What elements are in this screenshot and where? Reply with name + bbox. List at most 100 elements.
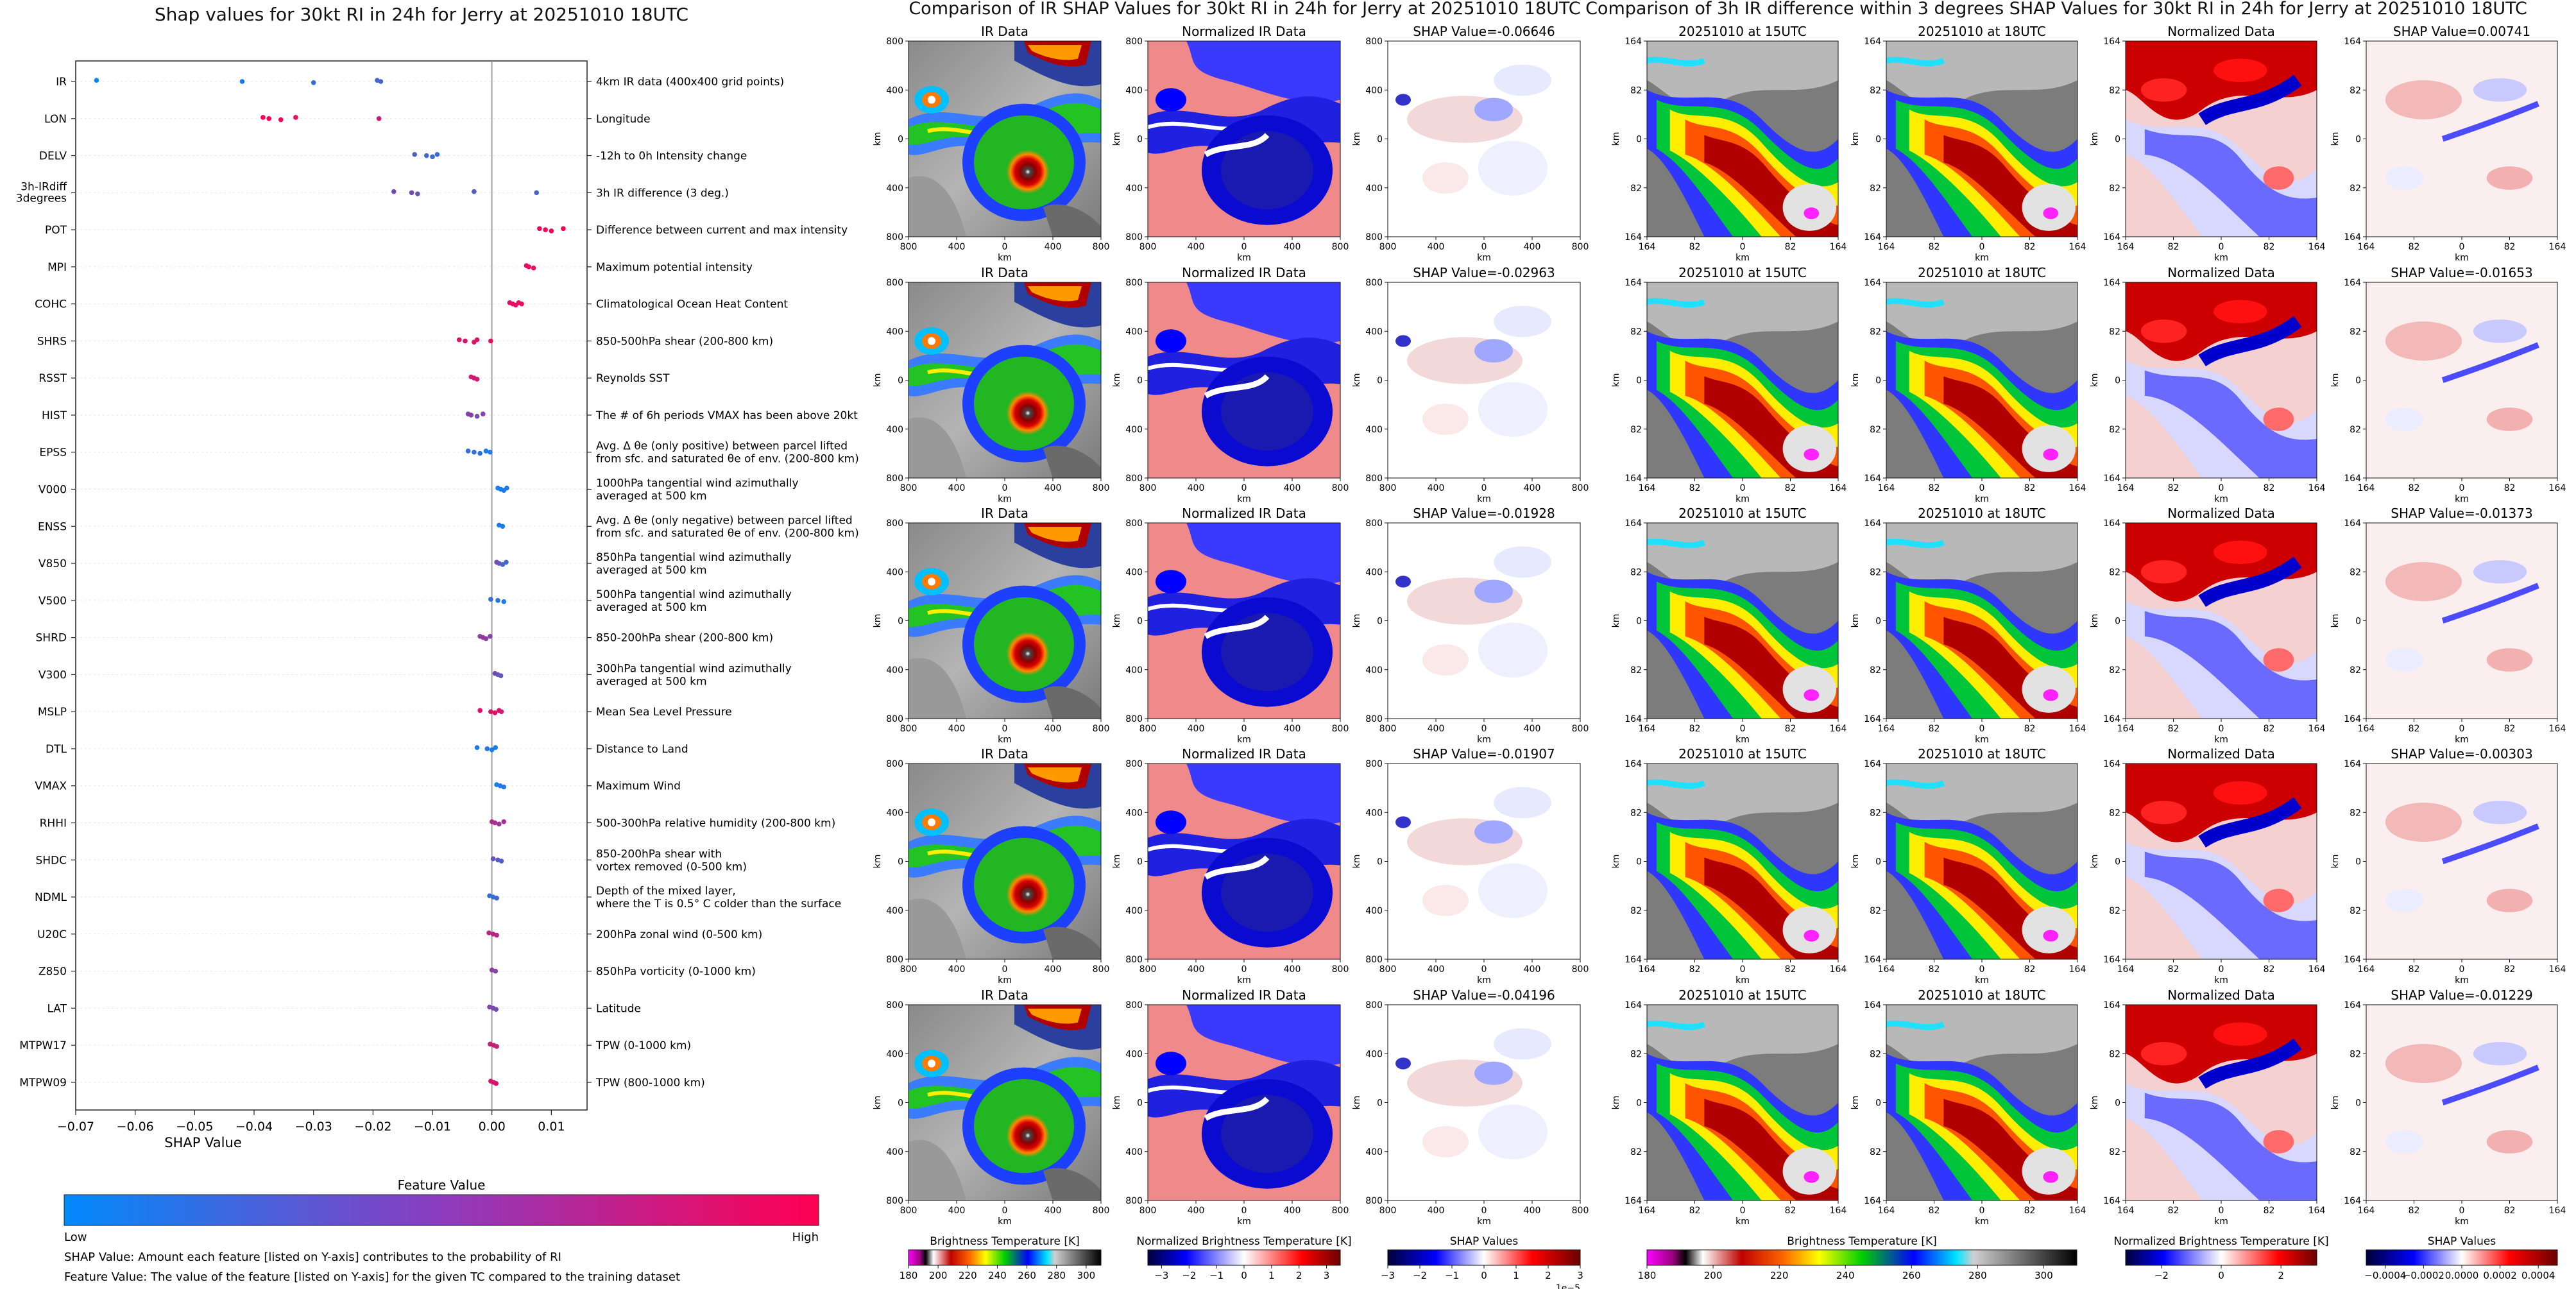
- shap-point: [465, 448, 471, 454]
- colorbar-tick-label: −2: [1182, 1270, 1196, 1281]
- panel-title: 20251010 at 15UTC: [1678, 987, 1807, 1003]
- footnote-feature-value: Feature Value: The value of the feature …: [64, 1270, 680, 1284]
- y-tick-label: 800: [1365, 232, 1383, 243]
- shap-point: [531, 265, 536, 271]
- shap-point: [499, 709, 504, 714]
- colorbar-tick-label: 0: [1481, 1270, 1487, 1281]
- y-tick-label: 0: [2355, 135, 2361, 145]
- x-tick-label: 82: [2168, 964, 2179, 975]
- feature-description: 500-300hPa relative humidity (200-800 km…: [596, 817, 835, 830]
- panel-title: Normalized Data: [2167, 746, 2275, 762]
- ir-shap-panel: SHAP Value=-0.06646 800 400 0 400 800 km 800 400…: [1352, 24, 1589, 263]
- y-tick-label: 164: [2103, 278, 2120, 288]
- y-tick-label: 800: [1125, 518, 1143, 529]
- shap-point: [486, 930, 491, 935]
- x-tick-label: 400: [1428, 242, 1445, 252]
- feature-description: Latitude: [596, 1002, 641, 1015]
- y-tick-label: 164: [1864, 518, 1881, 529]
- x-tick-label: 400: [948, 964, 966, 975]
- shap-point: [488, 709, 493, 714]
- x-tick-label: 0: [2459, 483, 2465, 493]
- x-tick-label: 82: [2264, 242, 2275, 252]
- normalized-ir-panel: Normalized IR Data 800 400 0 400 800 km 800 400 0…: [1112, 506, 1349, 745]
- y-tick-label: 800: [886, 518, 903, 529]
- feature-name-label: DTL: [46, 743, 67, 756]
- colorbar-tick-label: 300: [1077, 1270, 1096, 1281]
- y-tick-label: 164: [1625, 278, 1642, 288]
- colorbar-row: Brightness Temperature [K]180 200 220 240 26…: [900, 1235, 2558, 1289]
- y-axis-label: km: [2330, 1096, 2341, 1110]
- x-tick-label: 164: [1830, 724, 1847, 734]
- panel-title: SHAP Value=-0.06646: [1413, 24, 1555, 39]
- panel-title: SHAP Value=-0.02963: [1413, 265, 1555, 280]
- y-tick-label: 400: [1365, 808, 1383, 818]
- feature-name-label: MPI: [47, 261, 67, 274]
- y-axis-label: km: [1850, 132, 1861, 146]
- y-tick-label: 400: [1365, 85, 1383, 96]
- y-axis-label: km: [873, 855, 883, 869]
- x-tick-label: 0: [1481, 483, 1487, 493]
- x-tick-label: 0: [1979, 724, 1985, 734]
- y-tick-label: 400: [1365, 906, 1383, 916]
- panel-title: 20251010 at 18UTC: [1918, 265, 2046, 280]
- y-tick-label: 82: [2350, 1049, 2361, 1059]
- y-tick-label: 800: [1365, 474, 1383, 484]
- x-tick-label: 800: [1572, 964, 1589, 975]
- panel-title: 20251010 at 15UTC: [1678, 506, 1807, 521]
- x-tick-label: 164: [2117, 242, 2135, 252]
- x-tick-label: 800: [1332, 1206, 1349, 1216]
- y-tick-label: 164: [2344, 278, 2361, 288]
- x-tick-label: 164: [1878, 242, 1895, 252]
- bt-colorbar-right: Brightness Temperature [K] 180 200 220 240 26…: [1638, 1235, 2077, 1281]
- x-tick-label: 0: [2219, 724, 2224, 734]
- y-tick-label: 0: [1137, 617, 1143, 627]
- x-tick-label: 82: [2409, 1206, 2420, 1216]
- x-tick-label: 82: [2024, 1206, 2036, 1216]
- x-tick-label: 0: [1481, 1206, 1487, 1216]
- x-tick-label: 800: [1093, 483, 1110, 493]
- x-tick-label: 800: [1572, 483, 1589, 493]
- panel-title: SHAP Value=0.00741: [2393, 24, 2530, 39]
- panel-image: [908, 764, 1101, 959]
- panel-image: [2366, 523, 2557, 719]
- x-tick-label: 400: [1045, 242, 1062, 252]
- x-tick-label: 82: [2024, 724, 2036, 734]
- y-tick-label: 164: [1625, 518, 1642, 529]
- feature-description: Climatological Ocean Heat Content: [596, 298, 788, 311]
- y-tick-label: 82: [1870, 906, 1881, 916]
- x-tick-label: 800: [1139, 242, 1157, 252]
- y-tick-label: 0: [1137, 857, 1143, 867]
- x-axis-label: km: [1975, 494, 1989, 504]
- shap-point: [490, 856, 496, 862]
- y-axis-label: km: [2330, 132, 2341, 146]
- feature-description: 200hPa zonal wind (0-500 km): [596, 928, 762, 941]
- y-tick-label: 0: [1377, 617, 1383, 627]
- panel-image: [2126, 41, 2317, 237]
- shap-point: [474, 377, 480, 382]
- y-tick-label: 0: [1636, 1098, 1642, 1109]
- feature-description: Difference between current and max inten…: [596, 224, 848, 237]
- x-tick-label: 164: [2308, 242, 2326, 252]
- y-tick-label: 0: [2115, 135, 2120, 145]
- x-axis-label: km: [1736, 494, 1750, 504]
- panel-title: IR Data: [981, 987, 1028, 1003]
- y-tick-label: 400: [886, 567, 903, 577]
- panel-title: Normalized IR Data: [1182, 265, 1306, 280]
- x-tick-label: 0: [1979, 964, 1985, 975]
- y-axis-label: km: [1352, 373, 1362, 388]
- y-tick-label: 164: [1625, 474, 1642, 484]
- y-axis-label: km: [873, 132, 883, 146]
- normalized-diff-panel: Normalized Data 164 82 0 82 164 km 164 82 0 82 164 k…: [2090, 24, 2325, 263]
- x-axis-label: km: [998, 735, 1012, 745]
- feature-description: -12h to 0h Intensity change: [596, 150, 747, 163]
- shap-point: [423, 153, 429, 158]
- normalized-diff-panel: Normalized Data 164 82 0 82 164 km 164 82 0 82 164 k…: [2090, 746, 2325, 986]
- diff-15utc-panel: 20251010 at 15UTC 164 82 0 82 164 km 164 82 0 82 16…: [1611, 265, 1847, 504]
- feature-name-label: V300: [38, 669, 67, 681]
- shap-point: [477, 708, 482, 713]
- shap-point: [278, 117, 284, 123]
- colorbar-tick-label: 240: [1836, 1270, 1855, 1281]
- x-tick-label: 400: [1188, 724, 1205, 734]
- feature-name-label: U20C: [37, 928, 67, 941]
